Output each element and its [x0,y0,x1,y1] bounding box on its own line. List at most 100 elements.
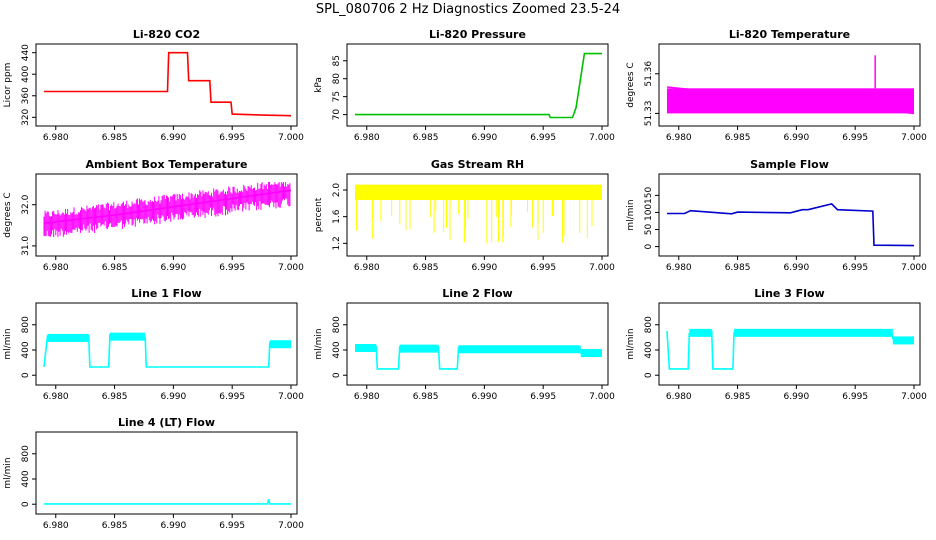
y-tick-label: 400 [644,341,654,358]
x-tick-label: 6.995 [530,263,556,273]
panel-title: Gas Stream RH [431,158,524,171]
x-tick-label: 6.985 [413,133,439,143]
y-tick-label: 400 [21,65,31,82]
y-tick-label: 70 [332,109,342,121]
series-band [580,349,602,358]
series-noise [355,344,602,358]
x-tick-label: 6.995 [219,521,245,531]
y-axis-label: degrees C [626,62,636,107]
panel-title: Ambient Box Temperature [86,158,248,171]
y-tick-label: 1.6 [332,209,342,224]
x-tick-label: 6.995 [530,392,556,402]
series-noise [689,328,914,345]
y-tick-label: 360 [21,87,31,104]
y-axis-label: ml/min [3,457,13,488]
x-tick-label: 6.995 [842,392,868,402]
series-band [734,328,892,337]
y-tick-label: 50 [644,224,654,236]
panel-title: Line 1 Flow [131,287,201,300]
x-tick-label: 6.990 [160,133,186,143]
y-tick-label: 400 [21,470,31,487]
x-tick-label: 6.980 [43,133,69,143]
panel-title: Li-820 Temperature [729,28,850,41]
panel-6: Line 1 Flow ml/min 6.980 6.985 6.990 6.995 7.0… [3,287,304,402]
series-band [355,184,602,200]
x-tick-label: 6.980 [43,263,69,273]
series-band [47,333,89,342]
x-tick-label: 6.990 [783,263,809,273]
x-tick-label: 6.985 [102,133,128,143]
y-tick-label: 0 [21,501,31,507]
y-tick-label: 0 [21,372,31,378]
plot-frame [658,302,921,386]
series-band [269,340,291,349]
x-tick-label: 6.980 [666,133,692,143]
x-tick-label: 6.995 [219,133,245,143]
series-band [458,345,580,354]
y-tick-label: 51.36 [644,61,654,87]
x-tick-label: 7.000 [278,263,304,273]
panel-title: Li-820 CO2 [133,28,200,41]
panel-1: Li-820 Pressure kPa 6.980 6.985 6.990 6.995 7.… [314,28,615,143]
y-tick-label: 320 [21,108,31,125]
y-tick-label: 800 [21,445,31,462]
x-tick-label: 6.990 [160,392,186,402]
y-tick-label: 1.2 [332,236,342,250]
x-tick-label: 6.985 [413,392,439,402]
panel-4: Gas Stream RH percent 6.980 6.985 6.990 6.995… [314,158,615,273]
plot-frame [658,173,921,257]
panel-5: Sample Flow ml/min 6.980 6.985 6.990 6.995 7.0… [626,158,927,273]
series-line [44,499,291,505]
series-line [355,52,602,119]
y-axis-label: ml/min [314,328,324,359]
x-tick-label: 6.990 [783,133,809,143]
y-tick-label: 31.0 [21,236,31,256]
series-band [579,345,581,354]
series-band [355,344,377,352]
series-noise [355,184,602,244]
x-tick-label: 6.980 [354,392,380,402]
panel-title: Line 3 Flow [754,287,824,300]
x-tick-label: 7.000 [901,392,927,402]
y-tick-label: 0 [644,372,654,378]
y-tick-label: 440 [21,44,31,61]
y-tick-label: 800 [21,316,31,333]
x-tick-label: 6.995 [842,263,868,273]
x-tick-label: 6.980 [666,392,692,402]
y-tick-label: 51.33 [644,101,654,127]
panel-8: Line 3 Flow ml/min 6.980 6.985 6.990 6.995 7.0… [626,287,927,402]
x-tick-label: 7.000 [278,521,304,531]
y-tick-label: 0 [644,243,654,249]
series-noise [47,332,291,349]
x-tick-label: 7.000 [589,263,615,273]
x-tick-label: 6.980 [666,263,692,273]
figure-title: SPL_080706 2 Hz Diagnostics Zoomed 23.5-… [315,2,621,17]
x-tick-label: 6.985 [102,392,128,402]
y-tick-label: 0 [332,372,342,378]
panel-9: Line 4 (LT) Flow ml/min 6.980 6.985 6.990 6.9… [3,416,304,531]
x-tick-label: 7.000 [278,133,304,143]
series-band [689,328,712,337]
series-band [109,332,146,341]
y-axis-label: percent [314,197,324,232]
x-tick-label: 6.990 [160,521,186,531]
x-tick-label: 7.000 [278,392,304,402]
x-tick-label: 6.990 [471,392,497,402]
panel-title: Sample Flow [750,158,829,171]
y-axis-label: ml/min [626,199,636,230]
x-tick-label: 6.990 [471,263,497,273]
series-band [667,88,914,114]
x-tick-label: 6.980 [43,521,69,531]
panel-title: Line 2 Flow [442,287,512,300]
y-tick-label: 80 [332,73,342,85]
plot-frame [346,302,609,386]
x-tick-label: 6.980 [354,263,380,273]
plot-frame [658,43,921,127]
y-tick-label: 75 [332,91,342,102]
panel-2: Li-820 Temperature degrees C 6.980 6.985 6.9… [626,28,927,143]
series-band [891,328,893,337]
series-line [44,51,292,117]
y-axis-label: Licor ppm [3,63,13,108]
x-tick-label: 6.995 [842,133,868,143]
